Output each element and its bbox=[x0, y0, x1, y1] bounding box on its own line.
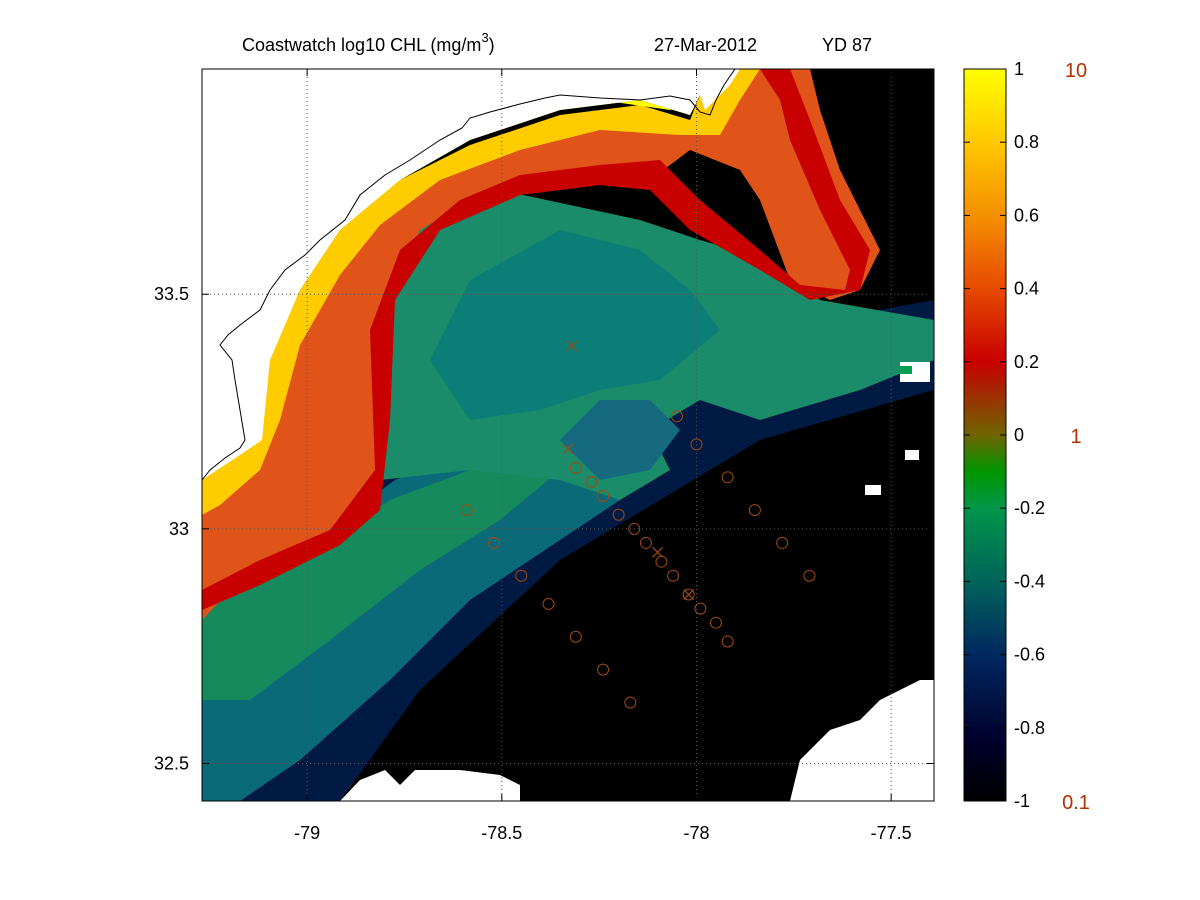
x-tick-label: -77.5 bbox=[871, 823, 912, 843]
station-circle bbox=[682, 588, 695, 601]
station-circle bbox=[671, 410, 684, 423]
no-data-speck-1 bbox=[865, 485, 881, 495]
chart-date: 27-Mar-2012 bbox=[654, 35, 757, 55]
station-circle bbox=[748, 504, 761, 517]
colorbar-tick-label: 0.4 bbox=[1014, 279, 1039, 299]
colorbar-tick-label: -1 bbox=[1014, 791, 1030, 811]
chlorophyll-map bbox=[202, 69, 934, 801]
station-cross bbox=[683, 589, 695, 600]
green-shelf-band bbox=[202, 455, 560, 700]
colorbar-tick-label: -0.8 bbox=[1014, 718, 1045, 738]
mid-shelf-teal-core bbox=[430, 230, 720, 420]
station-cross bbox=[566, 340, 578, 352]
x-tick-label: -79 bbox=[294, 823, 320, 843]
no-data-patch-south bbox=[340, 770, 520, 801]
x-tick-label: -78.5 bbox=[481, 823, 522, 843]
station-markers bbox=[460, 340, 816, 709]
land-north-carolina bbox=[202, 69, 700, 480]
colorbar-tick-label: 1 bbox=[1014, 59, 1024, 79]
station-circle bbox=[612, 508, 625, 521]
station-circle bbox=[624, 696, 637, 709]
teal-shelf-water bbox=[202, 430, 640, 801]
y-tick-label: 33 bbox=[169, 519, 189, 539]
colorbar-tick-label: 0.6 bbox=[1014, 205, 1039, 225]
colorbar: 1 0.8 0.6 0.4 0.2 0 -0.2 -0.4 -0.6 -0.8 -1 10 1 0.1 bbox=[963, 59, 1090, 814]
y-tick-label: 32.5 bbox=[154, 753, 189, 773]
station-circle bbox=[721, 635, 734, 648]
station-circle bbox=[488, 536, 501, 549]
colorbar-linear-label: 0.1 bbox=[1062, 792, 1090, 814]
mid-shelf-blue-patch bbox=[560, 400, 680, 480]
no-data-patch-southeast bbox=[790, 680, 934, 801]
station-circle bbox=[628, 522, 641, 535]
station-circle bbox=[667, 569, 680, 582]
station-circle bbox=[569, 630, 582, 643]
map-frame bbox=[201, 68, 935, 802]
station-cross bbox=[652, 546, 663, 558]
station-circle bbox=[694, 602, 707, 615]
station-circle bbox=[803, 569, 816, 582]
station-circle bbox=[639, 536, 652, 549]
station-circle bbox=[542, 597, 555, 610]
station-circle bbox=[585, 475, 598, 488]
colorbar-linear-label: 10 bbox=[1065, 60, 1087, 82]
green-pixel-patch bbox=[900, 366, 912, 374]
x-tick-label: -78 bbox=[683, 823, 709, 843]
colorbar-tick-label: -0.4 bbox=[1014, 571, 1045, 591]
no-data-speck-2 bbox=[905, 450, 919, 460]
coastline bbox=[202, 69, 736, 481]
station-circle bbox=[721, 471, 734, 484]
colorbar-tick-label: 0.8 bbox=[1014, 132, 1039, 152]
station-circle bbox=[515, 569, 528, 582]
colorbar-tick-label: -0.6 bbox=[1014, 645, 1045, 665]
colorbar-tick-label: 0.2 bbox=[1014, 352, 1039, 372]
colorbar-tick-label: -0.2 bbox=[1014, 498, 1045, 518]
land-cape-fear bbox=[700, 69, 740, 110]
colorbar-gradient bbox=[964, 69, 1006, 801]
station-circle bbox=[709, 616, 722, 629]
station-cross bbox=[562, 443, 574, 455]
station-circle bbox=[690, 438, 703, 451]
axis-ticks: -79 -78.5 -78 -77.5 32.5 33 33.5 bbox=[154, 69, 934, 843]
station-circle bbox=[597, 490, 610, 502]
station-circle bbox=[776, 536, 789, 549]
y-tick-label: 33.5 bbox=[154, 284, 189, 304]
station-circle bbox=[569, 461, 582, 474]
red-chlorophyll-ridge bbox=[202, 69, 870, 610]
colorbar-ticks: 1 0.8 0.6 0.4 0.2 0 -0.2 -0.4 -0.6 -0.8 -1 10 1 0.1 bbox=[964, 59, 1090, 814]
station-circle bbox=[460, 504, 473, 517]
colorbar-tick-label: 0 bbox=[1014, 425, 1024, 445]
station-circle bbox=[597, 663, 610, 676]
colorbar-linear-label: 1 bbox=[1070, 426, 1081, 448]
chart-title: Coastwatch log10 CHL (mg/m3) bbox=[242, 30, 495, 55]
chart-yearday: YD 87 bbox=[822, 35, 872, 55]
